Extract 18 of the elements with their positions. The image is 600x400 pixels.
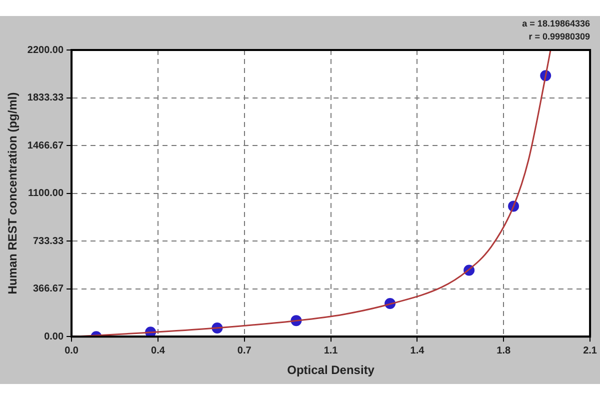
y-tick-label: 733.33 [32, 236, 64, 247]
x-tick-label: 2.1 [583, 345, 598, 356]
x-axis-title: Optical Density [287, 363, 375, 378]
y-axis-title: Human REST concentration (pg/ml) [6, 92, 20, 294]
x-tick-label: 1.8 [496, 345, 512, 356]
x-tick-label: 1.1 [324, 345, 338, 356]
y-tick-label: 2200.00 [27, 44, 64, 56]
y-tick-label: 366.67 [32, 284, 64, 295]
x-tick-label: 1.4 [410, 345, 425, 356]
y-tick-label: 1466.67 [27, 140, 64, 152]
y-tick-label: 1100.00 [28, 188, 64, 200]
text: a = 18.19864336 [522, 18, 590, 28]
x-tick-label: 0.4 [151, 345, 166, 356]
x-tick-label: 0.0 [64, 345, 79, 356]
text: r = 0.99980309 [528, 31, 590, 42]
y-tick-label: 0.00 [44, 331, 64, 342]
x-tick-label: 0.7 [237, 345, 252, 356]
y-tick-label: 1833.33 [27, 92, 64, 104]
